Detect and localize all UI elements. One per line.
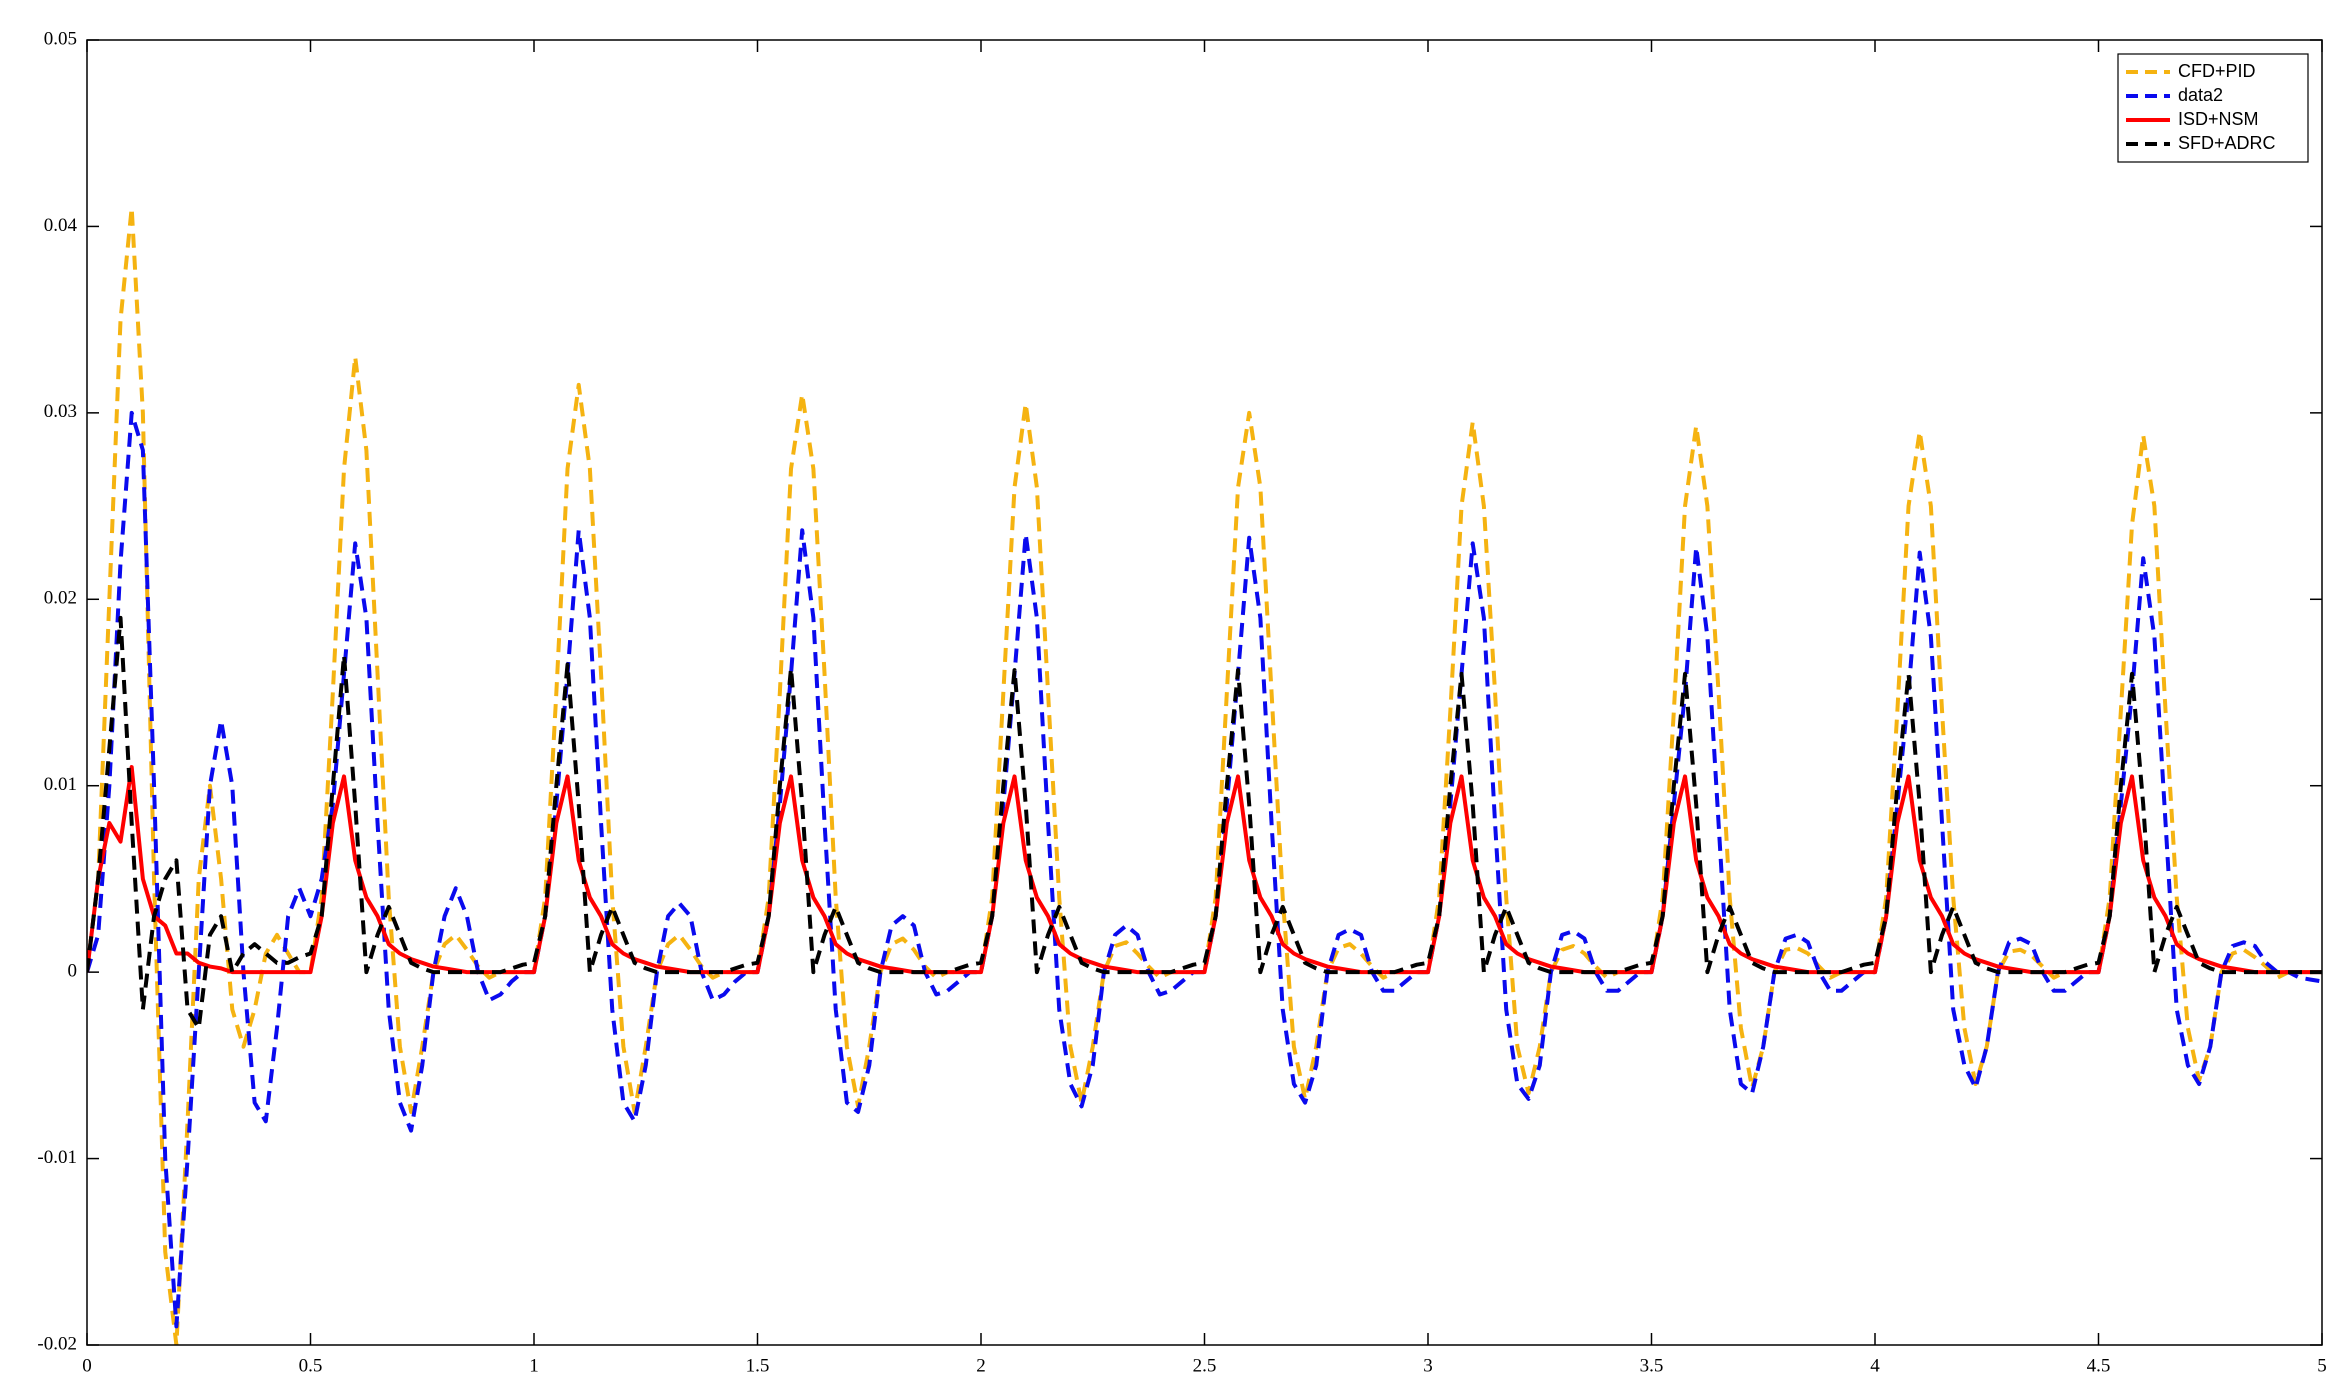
y-tick-label: 0.04 <box>44 215 78 236</box>
x-tick-label: 3 <box>1423 1355 1433 1376</box>
x-tick-label: 0.5 <box>299 1355 323 1376</box>
y-tick-label: 0.01 <box>44 774 77 795</box>
legend: CFD+PID data2 ISD+NSM SFD+ADRC <box>2117 53 2309 163</box>
y-tick-label: 0.03 <box>44 401 77 422</box>
series-line <box>87 205 2322 1345</box>
x-tick-label: 3.5 <box>1640 1355 1664 1376</box>
series-line <box>87 615 2322 1031</box>
y-tick-label: 0 <box>68 961 78 982</box>
legend-label: CFD+PID <box>2178 61 2256 81</box>
y-tick-label: 0.02 <box>44 588 77 609</box>
x-tick-label: 4 <box>1870 1355 1880 1376</box>
x-tick-label: 5 <box>2317 1355 2327 1376</box>
y-tick-label: -0.02 <box>37 1333 77 1354</box>
legend-label: SFD+ADRC <box>2178 133 2276 153</box>
axes-box <box>86 39 2323 1346</box>
plot-area <box>87 40 2322 1345</box>
x-tick-label: 2.5 <box>1193 1355 1217 1376</box>
x-tick-label: 1 <box>529 1355 539 1376</box>
x-tick-label: 4.5 <box>2087 1355 2111 1376</box>
x-tick-label: 0 <box>82 1355 92 1376</box>
y-tick-label: 0.05 <box>44 28 77 49</box>
y-tick-label: -0.01 <box>37 1147 77 1168</box>
series-line <box>87 410 2322 1329</box>
x-tick-label: 1.5 <box>746 1355 770 1376</box>
legend-label: data2 <box>2178 85 2223 105</box>
legend-label: ISD+NSM <box>2178 109 2259 129</box>
x-tick-label: 2 <box>976 1355 986 1376</box>
